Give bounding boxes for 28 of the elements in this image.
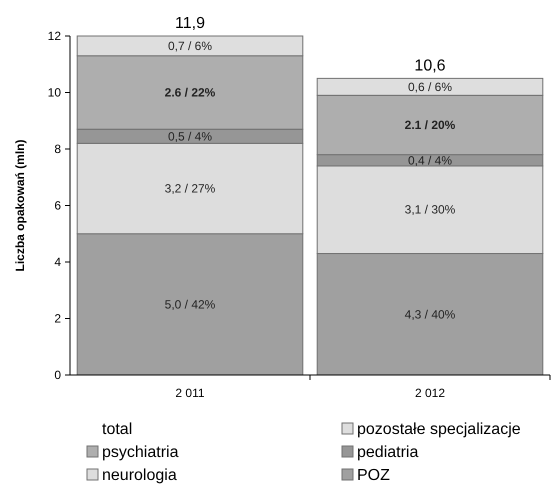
x-tick-label: 2 011 — [175, 386, 205, 400]
y-tick-label: 0 — [54, 368, 62, 382]
y-axis-title: Liczba opakowań (mln) — [13, 139, 27, 272]
data-label: 0,5 / 4% — [168, 129, 212, 144]
text: total — [102, 421, 132, 438]
legend-label: pediatria — [357, 444, 418, 461]
data-label: 0,7 / 6% — [168, 38, 212, 53]
data-label: 0,4 / 4% — [408, 153, 452, 168]
y-tick-label: 12 — [48, 29, 62, 43]
legend-label: pozostałe specjalizacje — [357, 421, 521, 438]
data-label: 2.6 / 22% — [164, 86, 216, 100]
y-tick-label: 8 — [54, 142, 62, 156]
y-tick-label: 10 — [48, 86, 62, 100]
legend-label: neurologia — [102, 467, 177, 484]
y-tick-label: 6 — [54, 198, 62, 212]
x-tick-label: 2 012 — [414, 386, 446, 400]
data-label: 4,3 / 40% — [404, 307, 456, 322]
y-tick-label: 2 — [54, 312, 62, 326]
data-label: 2.1 / 20% — [404, 118, 456, 132]
legend-label: psychiatria — [102, 444, 179, 461]
legend-label: POZ — [357, 467, 390, 484]
data-label: 3,2 / 27% — [164, 182, 216, 196]
total-label: 11,9 — [175, 15, 206, 32]
data-label: 5,0 / 42% — [164, 297, 216, 312]
total-label: 10,6 — [414, 57, 446, 74]
data-label: 0,6 / 6% — [408, 80, 452, 94]
data-label: 3,1 / 30% — [404, 202, 456, 217]
y-tick-label: 4 — [54, 255, 62, 269]
